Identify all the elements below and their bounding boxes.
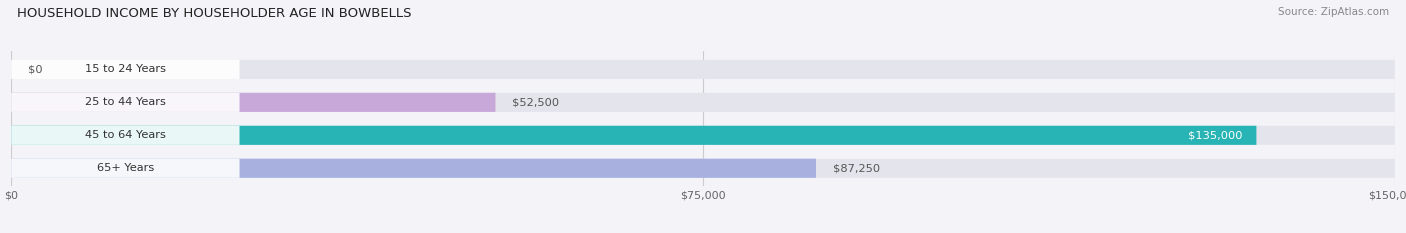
Text: 45 to 64 Years: 45 to 64 Years — [84, 130, 166, 140]
FancyBboxPatch shape — [11, 159, 815, 178]
FancyBboxPatch shape — [11, 93, 495, 112]
FancyBboxPatch shape — [11, 93, 1395, 112]
Text: 15 to 24 Years: 15 to 24 Years — [84, 64, 166, 74]
Text: HOUSEHOLD INCOME BY HOUSEHOLDER AGE IN BOWBELLS: HOUSEHOLD INCOME BY HOUSEHOLDER AGE IN B… — [17, 7, 412, 20]
FancyBboxPatch shape — [11, 159, 1395, 178]
Text: 25 to 44 Years: 25 to 44 Years — [84, 97, 166, 107]
Text: 65+ Years: 65+ Years — [97, 163, 155, 173]
FancyBboxPatch shape — [11, 60, 239, 79]
FancyBboxPatch shape — [11, 60, 1395, 79]
FancyBboxPatch shape — [11, 126, 239, 145]
Text: Source: ZipAtlas.com: Source: ZipAtlas.com — [1278, 7, 1389, 17]
Text: $135,000: $135,000 — [1188, 130, 1243, 140]
FancyBboxPatch shape — [11, 126, 1257, 145]
FancyBboxPatch shape — [11, 126, 1395, 145]
Text: $52,500: $52,500 — [512, 97, 560, 107]
Text: $0: $0 — [28, 64, 42, 74]
FancyBboxPatch shape — [11, 159, 239, 178]
Text: $87,250: $87,250 — [832, 163, 880, 173]
FancyBboxPatch shape — [11, 93, 239, 112]
